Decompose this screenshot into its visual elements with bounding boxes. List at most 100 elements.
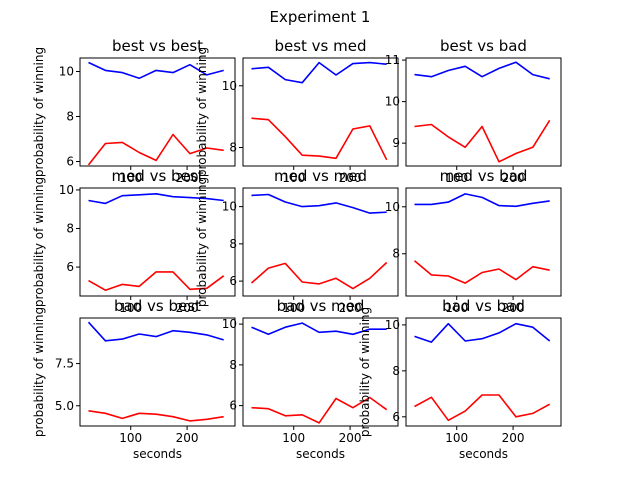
series-line-0 bbox=[87, 321, 224, 342]
y-axis-label: probability of winning bbox=[195, 177, 209, 307]
series-line-0 bbox=[251, 193, 387, 214]
y-tick-label-0: 8 bbox=[392, 247, 400, 261]
axes-frame bbox=[242, 57, 399, 167]
series-line-1 bbox=[250, 261, 388, 290]
axes-frame bbox=[242, 187, 399, 297]
y-tick-label-1: 8 bbox=[66, 110, 74, 124]
x-tick-label-1: 200 bbox=[502, 301, 525, 315]
y-tick-label-1: 7.5 bbox=[55, 357, 74, 371]
series-line-0 bbox=[414, 322, 551, 343]
axes-frame bbox=[79, 57, 236, 167]
y-tick-label-0: 6 bbox=[229, 274, 237, 288]
x-tick-label-1: 200 bbox=[339, 171, 362, 185]
series-line-1 bbox=[251, 396, 388, 424]
y-tick-label-0: 5.0 bbox=[55, 399, 74, 413]
series-line-1 bbox=[88, 410, 224, 422]
subplot-2: 100 200 9 10 11 best vs bad bbox=[385, 37, 562, 185]
subplot-8: 100 200 6 8 10 bad vs bad seconds probability o… bbox=[358, 297, 562, 461]
y-tick-label-1: 10 bbox=[385, 200, 400, 214]
x-tick-label-0: 100 bbox=[445, 301, 468, 315]
subplot-title: bad vs med bbox=[277, 297, 365, 315]
y-tick-label-2: 10 bbox=[385, 318, 400, 332]
series-line-0 bbox=[251, 61, 387, 84]
subplot-title: best vs med bbox=[274, 37, 366, 55]
x-axis-label: seconds bbox=[296, 447, 345, 461]
x-tick-label-0: 100 bbox=[119, 431, 142, 445]
y-tick-label-2: 11 bbox=[385, 53, 400, 67]
subplot-title: best vs bad bbox=[440, 37, 527, 55]
y-tick-label-0: 6 bbox=[392, 410, 400, 424]
y-tick-label-2: 10 bbox=[59, 65, 74, 79]
x-tick-label-1: 200 bbox=[176, 431, 199, 445]
axes-frame bbox=[79, 317, 236, 427]
x-tick-label-1: 200 bbox=[176, 171, 199, 185]
series-line-0 bbox=[414, 61, 550, 80]
subplot-7: 100 200 6 8 10 bad vs med seconds bbox=[222, 297, 399, 461]
series-line-0 bbox=[251, 322, 387, 336]
subplot-5: 100 200 8 10 med vs bad bbox=[385, 167, 562, 315]
series-line-1 bbox=[414, 119, 551, 163]
y-tick-label-2: 10 bbox=[222, 317, 237, 331]
subplot-title: bad vs best bbox=[114, 297, 201, 315]
y-axis-label: probability of winning bbox=[195, 47, 209, 177]
y-axis-label: probability of winning bbox=[32, 47, 46, 177]
x-tick-label-1: 200 bbox=[502, 171, 525, 185]
y-tick-label-0: 9 bbox=[392, 136, 400, 150]
x-tick-label-1: 200 bbox=[339, 431, 362, 445]
x-tick-label-1: 200 bbox=[339, 301, 362, 315]
subplot-title: best vs best bbox=[112, 37, 203, 55]
y-tick-label-0: 6 bbox=[66, 260, 74, 274]
x-axis-label: seconds bbox=[133, 447, 182, 461]
subplot-title: bad vs bad bbox=[442, 297, 525, 315]
x-tick-label-0: 100 bbox=[282, 301, 305, 315]
y-tick-label-1: 8 bbox=[392, 364, 400, 378]
series-line-1 bbox=[88, 271, 225, 292]
y-tick-label-1: 10 bbox=[385, 95, 400, 109]
subplot-title: med vs med bbox=[274, 167, 367, 185]
axes-frame bbox=[405, 317, 562, 427]
series-line-0 bbox=[414, 193, 550, 208]
x-tick-label-0: 100 bbox=[119, 171, 142, 185]
series-line-0 bbox=[88, 61, 224, 80]
subplot-6: 100 200 5.0 7.5 bad vs best seconds probabilit… bbox=[32, 297, 236, 461]
y-tick-label-1: 10 bbox=[222, 79, 237, 93]
y-tick-label-1: 8 bbox=[229, 358, 237, 372]
figure-title: Experiment 1 bbox=[270, 8, 371, 26]
subplot-1: 100 200 8 10 best vs med probability of winni… bbox=[195, 37, 399, 185]
series-line-1 bbox=[413, 260, 550, 284]
axes-frame bbox=[405, 57, 562, 167]
axes-frame bbox=[242, 317, 399, 427]
x-axis-label: seconds bbox=[459, 447, 508, 461]
x-tick-label-0: 100 bbox=[282, 431, 305, 445]
x-tick-label-0: 100 bbox=[445, 431, 468, 445]
y-axis-label: probability of winning bbox=[32, 307, 46, 437]
series-line-1 bbox=[414, 394, 551, 422]
subplot-title: med vs best bbox=[111, 167, 203, 185]
axes-frame bbox=[79, 187, 236, 297]
y-tick-label-1: 8 bbox=[229, 237, 237, 251]
series-line-1 bbox=[251, 117, 388, 161]
axes-frame bbox=[405, 187, 562, 297]
y-tick-label-0: 8 bbox=[229, 140, 237, 154]
x-tick-label-0: 100 bbox=[119, 301, 142, 315]
subplot-title: med vs bad bbox=[440, 167, 528, 185]
x-tick-label-1: 200 bbox=[502, 431, 525, 445]
y-tick-label-0: 6 bbox=[229, 399, 237, 413]
x-tick-label-0: 100 bbox=[282, 171, 305, 185]
x-tick-label-0: 100 bbox=[445, 171, 468, 185]
y-tick-label-0: 6 bbox=[66, 155, 74, 169]
y-axis-label: probability of winning bbox=[32, 177, 46, 307]
y-tick-label-2: 10 bbox=[222, 200, 237, 214]
y-tick-label-1: 8 bbox=[66, 222, 74, 236]
y-axis-label: probability of winning bbox=[358, 307, 372, 437]
series-line-0 bbox=[88, 193, 224, 205]
x-tick-label-1: 200 bbox=[176, 301, 199, 315]
series-line-1 bbox=[87, 133, 224, 166]
subplot-4: 100 200 6 8 10 med vs med probability of winni… bbox=[195, 167, 399, 315]
y-tick-label-2: 10 bbox=[59, 183, 74, 197]
